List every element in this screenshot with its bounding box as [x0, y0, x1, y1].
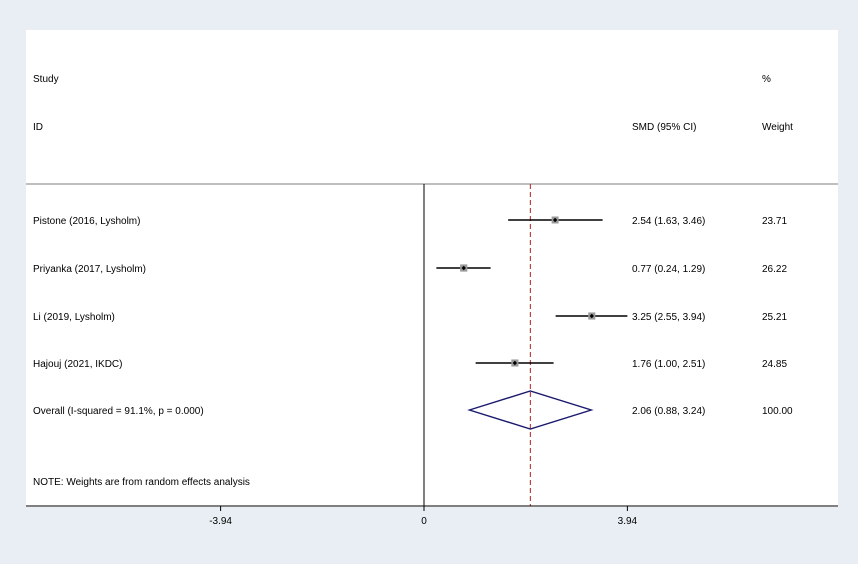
overall-ci-text: 2.06 (0.88, 3.24): [632, 406, 705, 417]
x-axis-ticks: -3.94 0 3.94: [209, 506, 638, 527]
study-point-estimate: [552, 217, 558, 223]
study-point-estimate: [512, 360, 518, 366]
study-point-estimate: [461, 265, 466, 271]
overall-weight-text: 100.00: [762, 406, 793, 417]
x-tick-label: 0: [421, 516, 427, 527]
study-label: Li (2019, Lysholm): [33, 312, 115, 323]
study-ci-text: 2.54 (1.63, 3.46): [632, 216, 705, 227]
study-ci-text: 0.77 (0.24, 1.29): [632, 264, 705, 275]
study-label: Hajouj (2021, IKDC): [33, 359, 122, 370]
study-ci-text: 1.76 (1.00, 2.51): [632, 359, 705, 370]
x-tick-label: 3.94: [618, 516, 638, 527]
study-label: Priyanka (2017, Lysholm): [33, 264, 146, 275]
header-weight: Weight: [762, 122, 793, 133]
study-weight-text: 23.71: [762, 216, 787, 227]
study-weight-text: 24.85: [762, 359, 787, 370]
study-weight-text: 26.22: [762, 264, 787, 275]
overall-diamond: [467, 390, 594, 430]
weights-note: NOTE: Weights are from random effects an…: [33, 477, 250, 488]
study-weight-text: 25.21: [762, 312, 787, 323]
header-effect: SMD (95% CI): [632, 122, 696, 133]
study-ci-text: 3.25 (2.55, 3.94): [632, 312, 705, 323]
study-point-estimate: [589, 313, 594, 319]
header-percent: %: [762, 74, 771, 85]
plot-area: [26, 30, 838, 507]
header-study: Study: [33, 74, 59, 85]
x-tick-label: -3.94: [209, 516, 232, 527]
study-rows: Pistone (2016, Lysholm) 2.54 (1.63, 3.46)…: [33, 216, 787, 370]
study-label: Pistone (2016, Lysholm): [33, 216, 140, 227]
overall-label: Overall (I-squared = 91.1%, p = 0.000): [33, 406, 204, 417]
header-id: ID: [33, 122, 43, 133]
